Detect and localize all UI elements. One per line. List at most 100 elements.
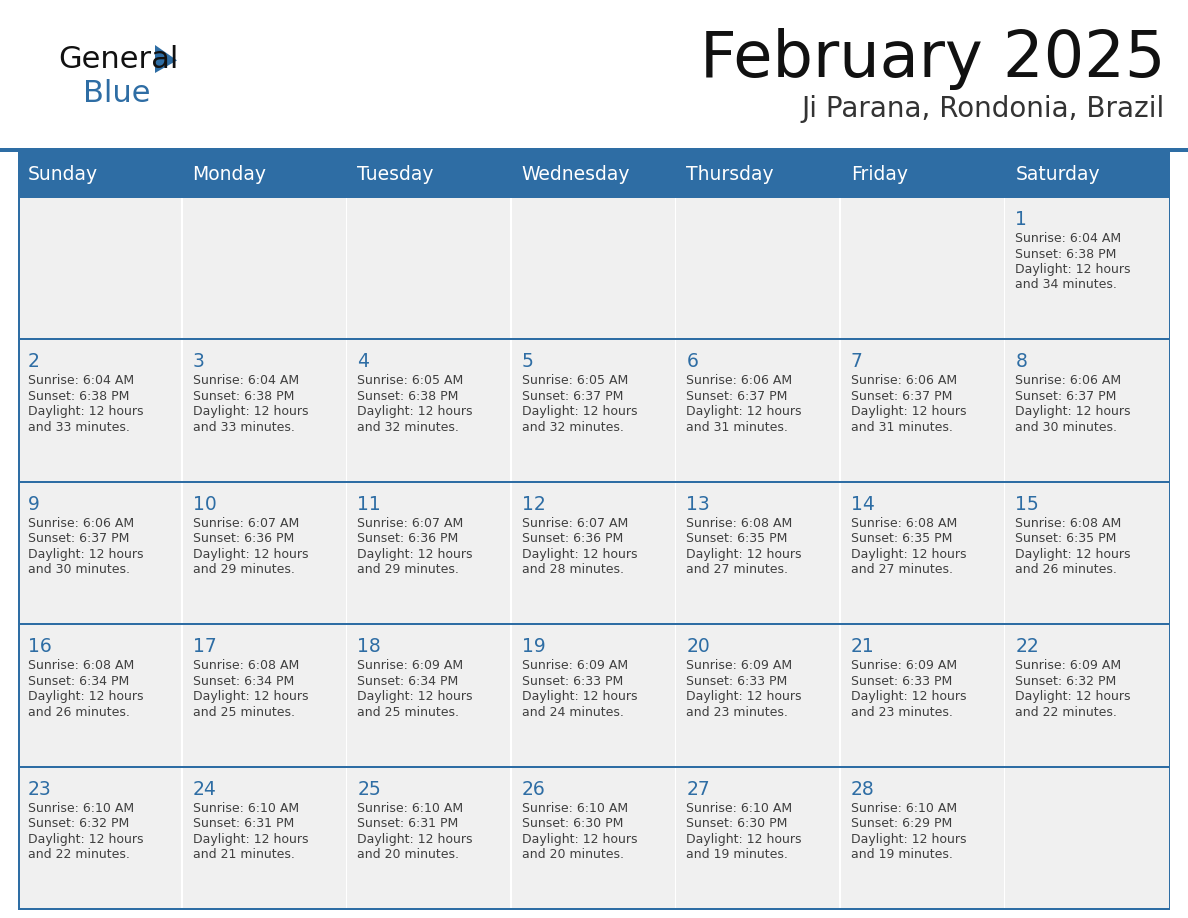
Text: Sunrise: 6:06 AM: Sunrise: 6:06 AM (1016, 375, 1121, 387)
Text: Daylight: 12 hours: Daylight: 12 hours (29, 833, 144, 845)
Bar (840, 767, 842, 908)
Text: Sunset: 6:38 PM: Sunset: 6:38 PM (1016, 248, 1117, 261)
Text: Sunset: 6:38 PM: Sunset: 6:38 PM (192, 390, 293, 403)
Text: Daylight: 12 hours: Daylight: 12 hours (851, 548, 966, 561)
Bar (18, 339, 1170, 341)
Bar (181, 341, 184, 481)
Text: and 29 minutes.: and 29 minutes. (192, 564, 295, 577)
Text: Sunrise: 6:10 AM: Sunrise: 6:10 AM (358, 801, 463, 814)
Text: and 31 minutes.: and 31 minutes. (687, 420, 788, 434)
Bar (1004, 341, 1007, 481)
Text: Sunset: 6:34 PM: Sunset: 6:34 PM (358, 675, 459, 688)
Bar (512, 483, 676, 623)
Text: and 33 minutes.: and 33 minutes. (192, 420, 295, 434)
Bar (675, 625, 678, 766)
Text: Sunset: 6:30 PM: Sunset: 6:30 PM (687, 817, 788, 830)
Text: Daylight: 12 hours: Daylight: 12 hours (192, 548, 308, 561)
Text: and 20 minutes.: and 20 minutes. (358, 848, 459, 861)
Text: 7: 7 (851, 353, 862, 372)
Bar (676, 483, 841, 623)
Text: and 23 minutes.: and 23 minutes. (851, 706, 953, 719)
Text: Sunrise: 6:07 AM: Sunrise: 6:07 AM (358, 517, 463, 530)
Text: Daylight: 12 hours: Daylight: 12 hours (1016, 406, 1131, 419)
Bar (676, 198, 841, 339)
Text: Sunset: 6:35 PM: Sunset: 6:35 PM (1016, 532, 1117, 545)
Bar (347, 625, 512, 766)
Text: Daylight: 12 hours: Daylight: 12 hours (192, 406, 308, 419)
Text: 8: 8 (1016, 353, 1028, 372)
Bar (18, 152, 1170, 196)
Text: 9: 9 (29, 495, 40, 514)
Text: and 27 minutes.: and 27 minutes. (851, 564, 953, 577)
Bar (181, 198, 184, 339)
Bar (1004, 483, 1007, 623)
Bar (841, 767, 1005, 908)
Text: and 33 minutes.: and 33 minutes. (29, 420, 129, 434)
Text: Sunrise: 6:10 AM: Sunrise: 6:10 AM (29, 801, 134, 814)
Text: and 24 minutes.: and 24 minutes. (522, 706, 624, 719)
Text: and 21 minutes.: and 21 minutes. (192, 848, 295, 861)
Text: Daylight: 12 hours: Daylight: 12 hours (358, 833, 473, 845)
Text: Sunset: 6:37 PM: Sunset: 6:37 PM (851, 390, 953, 403)
Bar (676, 341, 841, 481)
Text: and 32 minutes.: and 32 minutes. (522, 420, 624, 434)
Text: Sunset: 6:38 PM: Sunset: 6:38 PM (29, 390, 129, 403)
Text: Sunrise: 6:07 AM: Sunrise: 6:07 AM (192, 517, 299, 530)
Text: Sunrise: 6:04 AM: Sunrise: 6:04 AM (29, 375, 134, 387)
Text: Sunset: 6:31 PM: Sunset: 6:31 PM (192, 817, 293, 830)
Bar (1005, 767, 1170, 908)
Bar (510, 767, 513, 908)
Text: Monday: Monday (192, 164, 266, 184)
Text: Daylight: 12 hours: Daylight: 12 hours (29, 406, 144, 419)
Text: Daylight: 12 hours: Daylight: 12 hours (1016, 263, 1131, 276)
Text: Sunrise: 6:04 AM: Sunrise: 6:04 AM (1016, 232, 1121, 245)
Text: Daylight: 12 hours: Daylight: 12 hours (522, 690, 637, 703)
Text: Daylight: 12 hours: Daylight: 12 hours (522, 833, 637, 845)
Text: 4: 4 (358, 353, 369, 372)
Bar (347, 198, 512, 339)
Text: Sunset: 6:37 PM: Sunset: 6:37 PM (522, 390, 623, 403)
Text: 11: 11 (358, 495, 381, 514)
Text: Sunset: 6:32 PM: Sunset: 6:32 PM (1016, 675, 1117, 688)
Bar (181, 625, 184, 766)
Bar (346, 341, 348, 481)
Text: 3: 3 (192, 353, 204, 372)
Text: Friday: Friday (851, 164, 908, 184)
Text: and 26 minutes.: and 26 minutes. (1016, 564, 1117, 577)
Text: 15: 15 (1016, 495, 1040, 514)
Bar (183, 341, 347, 481)
Text: and 30 minutes.: and 30 minutes. (29, 564, 129, 577)
Text: 18: 18 (358, 637, 381, 656)
Bar (181, 767, 184, 908)
Text: Sunrise: 6:04 AM: Sunrise: 6:04 AM (192, 375, 298, 387)
Text: Sunset: 6:36 PM: Sunset: 6:36 PM (192, 532, 293, 545)
Bar (841, 483, 1005, 623)
Bar (18, 767, 183, 908)
Bar (512, 767, 676, 908)
Text: Tuesday: Tuesday (358, 164, 434, 184)
Text: Daylight: 12 hours: Daylight: 12 hours (522, 406, 637, 419)
Bar (841, 341, 1005, 481)
Text: 1: 1 (1016, 210, 1028, 229)
Text: and 25 minutes.: and 25 minutes. (358, 706, 459, 719)
Text: Sunrise: 6:10 AM: Sunrise: 6:10 AM (687, 801, 792, 814)
Text: Daylight: 12 hours: Daylight: 12 hours (1016, 548, 1131, 561)
Text: Saturday: Saturday (1016, 164, 1100, 184)
Text: 16: 16 (29, 637, 52, 656)
Bar (840, 625, 842, 766)
Text: 12: 12 (522, 495, 545, 514)
Bar (676, 625, 841, 766)
Bar (1004, 625, 1007, 766)
Text: Daylight: 12 hours: Daylight: 12 hours (687, 690, 802, 703)
Text: and 28 minutes.: and 28 minutes. (522, 564, 624, 577)
Text: 23: 23 (29, 779, 52, 799)
Bar (183, 767, 347, 908)
Bar (18, 623, 1170, 625)
Text: Daylight: 12 hours: Daylight: 12 hours (522, 548, 637, 561)
Bar (510, 198, 513, 339)
Bar (18, 625, 183, 766)
Bar (18, 341, 183, 481)
Text: and 26 minutes.: and 26 minutes. (29, 706, 129, 719)
Text: 13: 13 (687, 495, 710, 514)
Bar (183, 483, 347, 623)
